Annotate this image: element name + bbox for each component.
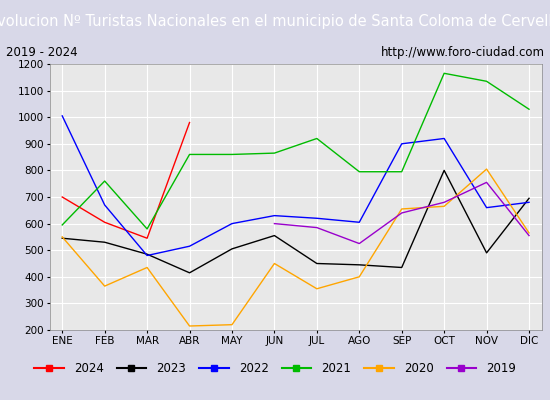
Text: 2019: 2019 [486, 362, 516, 374]
Text: 2019 - 2024: 2019 - 2024 [6, 46, 77, 59]
Text: 2023: 2023 [156, 362, 186, 374]
Text: 2024: 2024 [74, 362, 103, 374]
Text: http://www.foro-ciudad.com: http://www.foro-ciudad.com [381, 46, 544, 59]
Text: Evolucion Nº Turistas Nacionales en el municipio de Santa Coloma de Cervelló: Evolucion Nº Turistas Nacionales en el m… [0, 13, 550, 29]
Text: 2021: 2021 [321, 362, 351, 374]
Text: 2022: 2022 [239, 362, 268, 374]
Text: 2020: 2020 [404, 362, 433, 374]
